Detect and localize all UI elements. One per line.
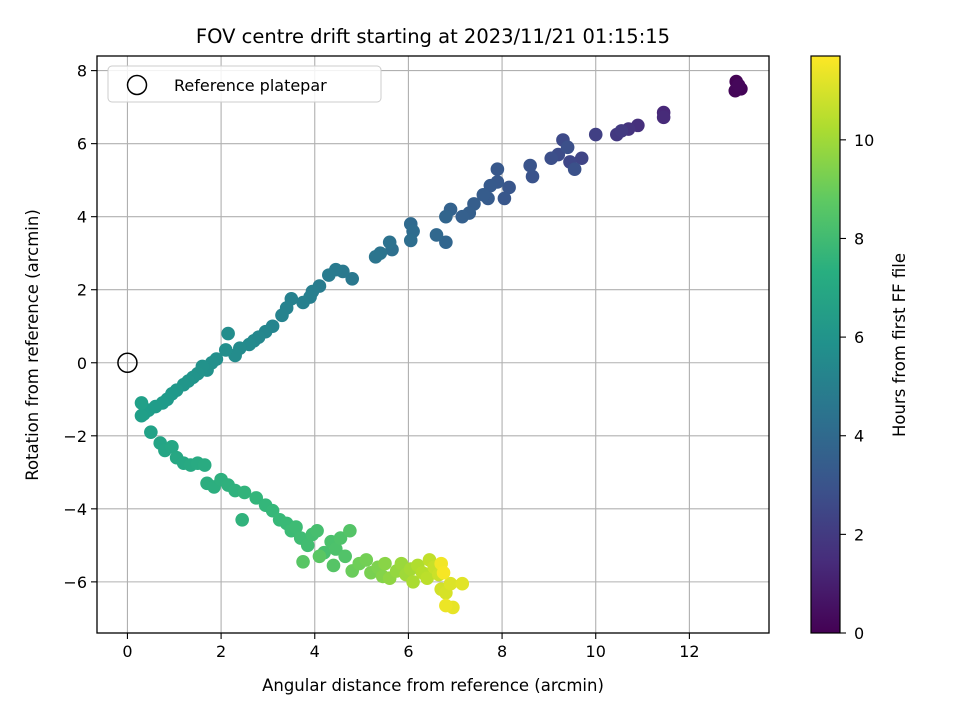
- data-point: [221, 326, 235, 341]
- data-point: [439, 209, 453, 224]
- data-point: [382, 235, 397, 250]
- data-point: [443, 576, 458, 591]
- x-tick-label: 8: [497, 642, 507, 661]
- data-point: [134, 396, 149, 410]
- data-point: [368, 250, 383, 264]
- data-point: [218, 343, 233, 357]
- data-point: [338, 549, 352, 564]
- data-point: [312, 549, 327, 564]
- data-point: [378, 556, 392, 571]
- data-point: [420, 571, 434, 586]
- y-tick-label: 6: [77, 135, 87, 154]
- colorbar-tick-label: 8: [854, 229, 864, 248]
- x-axis-label: Angular distance from reference (arcmin): [262, 676, 604, 695]
- colorbar-tick-label: 0: [854, 624, 864, 643]
- data-point: [455, 209, 470, 224]
- data-point: [237, 485, 252, 500]
- y-tick-label: −2: [63, 427, 87, 446]
- data-point: [296, 554, 310, 569]
- x-tick-label: 4: [310, 642, 320, 661]
- data-point: [329, 542, 343, 556]
- data-point: [525, 169, 540, 184]
- data-point: [436, 565, 451, 580]
- data-point: [289, 520, 303, 534]
- chart-title: FOV centre drift starting at 2023/11/21 …: [196, 25, 670, 48]
- y-tick-label: −4: [63, 500, 87, 519]
- data-point: [134, 408, 149, 423]
- data-point: [235, 512, 249, 527]
- plot-frame: [96, 55, 770, 634]
- y-tick-label: −6: [63, 573, 87, 592]
- x-tick-label: 6: [403, 642, 413, 661]
- data-point: [296, 295, 310, 310]
- grid: [97, 56, 769, 633]
- data-point: [439, 598, 453, 613]
- data-point: [497, 191, 512, 206]
- colorbar-tick-label: 4: [854, 427, 864, 446]
- y-tick-label: 2: [77, 281, 87, 300]
- x-tick-label: 10: [586, 642, 606, 661]
- data-point: [403, 233, 418, 248]
- data-point: [523, 158, 537, 173]
- y-tick-label: 0: [77, 354, 87, 373]
- legend-marker-icon: [126, 74, 148, 96]
- x-tick-label: 2: [216, 642, 226, 661]
- x-axis-ticks: 0 2 4 6 8 10 12: [122, 633, 700, 661]
- data-point: [275, 308, 289, 323]
- data-point: [165, 439, 179, 454]
- data-point: [310, 523, 324, 538]
- legend-label: Reference platepar: [174, 76, 327, 95]
- colorbar-tick-label: 10: [854, 131, 874, 150]
- data-point: [144, 425, 158, 439]
- y-axis-label: Rotation from reference (arcmin): [23, 209, 42, 481]
- data-point: [567, 162, 582, 177]
- data-point: [656, 110, 671, 125]
- data-point: [544, 151, 559, 166]
- x-tick-label: 0: [122, 642, 132, 661]
- data-point: [249, 491, 264, 505]
- data-point: [455, 576, 470, 591]
- data-point: [476, 187, 491, 202]
- data-point: [490, 162, 505, 177]
- data-point: [614, 124, 629, 138]
- colorbar-ticks: 0 2 4 6 8 10: [840, 131, 874, 643]
- data-point: [322, 268, 336, 282]
- data-point: [439, 235, 453, 250]
- colorbar-tick-label: 6: [854, 328, 864, 347]
- y-axis-ticks: −6 −4 −2 0 2 4 6 8: [63, 62, 97, 592]
- reference-platepar-marker: [117, 352, 138, 374]
- data-point: [406, 575, 420, 589]
- data-point: [429, 228, 444, 242]
- data-point: [574, 151, 589, 166]
- data-point: [333, 531, 348, 545]
- colorbar: [810, 55, 841, 634]
- data-point: [359, 553, 374, 567]
- data-point: [345, 271, 360, 286]
- data-point: [343, 523, 357, 538]
- x-tick-label: 12: [679, 642, 699, 661]
- data-point: [731, 78, 746, 93]
- y-tick-label: 8: [77, 62, 87, 81]
- data-point: [588, 127, 603, 142]
- scatter-marks: [117, 74, 748, 615]
- colorbar-label: Hours from first FF file: [890, 253, 909, 437]
- data-point: [197, 458, 212, 472]
- legend: Reference platepar: [107, 65, 382, 103]
- y-tick-label: 4: [77, 208, 87, 227]
- data-point: [502, 180, 516, 195]
- data-point: [326, 558, 341, 573]
- data-point: [560, 140, 575, 155]
- legend-box: [107, 65, 382, 103]
- colorbar-tick-label: 2: [854, 525, 864, 544]
- data-point: [300, 538, 315, 553]
